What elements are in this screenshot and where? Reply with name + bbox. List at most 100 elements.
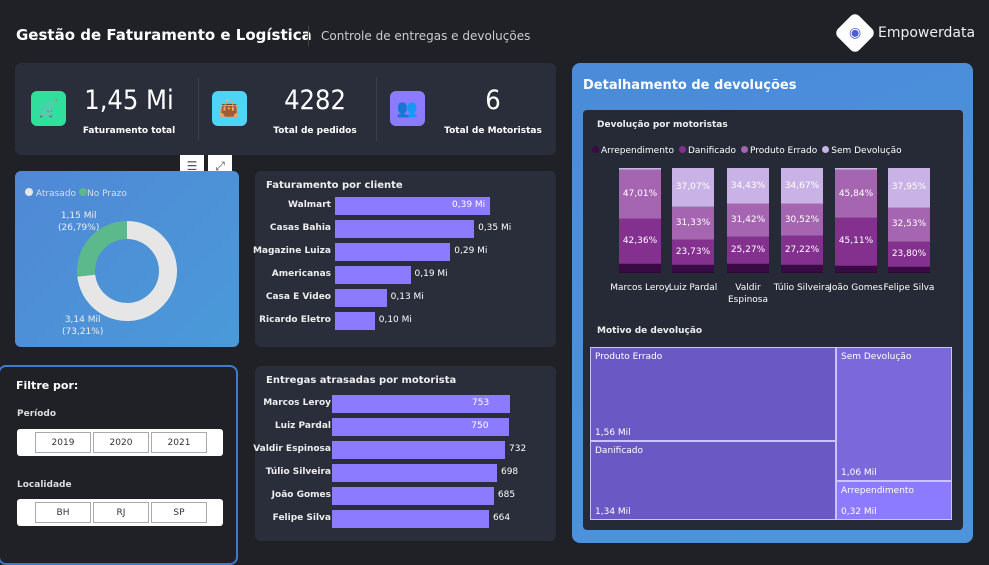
bar-segment[interactable]: 23,73% xyxy=(672,239,714,265)
bar-segment[interactable]: 27,22% xyxy=(781,236,823,265)
donut-label-no-prazo: 1,15 Mil (26,79%) xyxy=(58,211,100,233)
legend-item[interactable]: Arrependimento xyxy=(592,146,674,156)
bar-row[interactable]: Valdir Espinosa 732 xyxy=(253,441,556,459)
stacked-column[interactable]: 45,84% 45,11% xyxy=(835,168,877,273)
bar[interactable] xyxy=(335,312,375,330)
bar-segment[interactable]: 34,43% xyxy=(727,168,769,205)
treemap-tile[interactable]: Danificado 1,34 Mil xyxy=(590,441,836,520)
bar-segment[interactable] xyxy=(727,263,769,273)
legend-item[interactable]: Danificado xyxy=(678,146,736,156)
donut-slice-no-prazo[interactable] xyxy=(77,221,127,277)
bar[interactable] xyxy=(335,197,490,215)
bar-segment[interactable]: 45,84% xyxy=(835,170,877,219)
data-label: 753 xyxy=(472,398,490,408)
revenue-by-client-chart: Faturamento por cliente Walmart 0,39 Mi Ca… xyxy=(252,171,556,347)
tile-value: 1,06 Mil xyxy=(841,468,877,478)
donut-label-atrasado: 3,14 Mil (73,21%) xyxy=(62,315,104,337)
bar-row[interactable]: João Gomes 685 xyxy=(255,487,556,505)
bar[interactable] xyxy=(335,243,451,261)
bar-segment[interactable]: 30,52% xyxy=(781,204,823,237)
bar-segment[interactable]: 37,95% xyxy=(888,168,930,208)
data-label: 732 xyxy=(509,444,527,454)
bar-segment[interactable] xyxy=(835,265,877,273)
bar-segment[interactable] xyxy=(619,168,661,171)
bar-row[interactable]: Luiz Pardal 750 xyxy=(255,418,556,436)
data-label: 750 xyxy=(471,421,489,431)
kpi-label: Total de Motoristas xyxy=(444,126,542,136)
data-label: 664 xyxy=(492,513,511,523)
bar[interactable] xyxy=(332,395,510,413)
chart-title: Motivo de devolução xyxy=(597,326,703,336)
legend-item[interactable]: Sem Devolução xyxy=(822,146,902,156)
bar-segment[interactable]: 32,53% xyxy=(888,207,930,242)
bar[interactable] xyxy=(332,464,497,482)
category-label: Americanas xyxy=(271,269,331,279)
bar[interactable] xyxy=(332,510,489,528)
stacked-column[interactable]: 34,67% 30,52% 27,22% xyxy=(781,168,823,273)
treemap-tile[interactable]: Arrependimento 0,32 Mil xyxy=(836,481,952,520)
data-label: 685 xyxy=(497,490,516,500)
tile-value: 1,34 Mil xyxy=(595,507,631,517)
category-label: Marcos Leroy xyxy=(263,398,331,408)
bar-row[interactable]: Walmart 0,39 Mi xyxy=(255,197,556,215)
location-rj-button[interactable]: RJ xyxy=(93,502,149,523)
location-bh-button[interactable]: BH xyxy=(35,502,91,523)
bar-segment[interactable]: 37,07% xyxy=(672,168,714,207)
bar-row[interactable]: Felipe Silva 664 xyxy=(255,510,556,528)
period-2020-button[interactable]: 2020 xyxy=(93,432,149,453)
bar-segment[interactable]: 45,11% xyxy=(835,218,877,266)
bar-row[interactable]: Americanas 0,19 Mi xyxy=(255,266,556,284)
period-2019-button[interactable]: 2019 xyxy=(35,432,91,453)
bar-segment[interactable] xyxy=(619,263,661,273)
location-sp-button[interactable]: SP xyxy=(151,502,207,523)
category-label: Casa E Video xyxy=(265,292,331,302)
returns-inner-panel: Devolução por motoristas Arrependimento D… xyxy=(583,110,963,530)
data-label: 0,10 Mi xyxy=(378,315,412,325)
stacked-column[interactable]: 47,01% 42,36% xyxy=(619,168,661,273)
bar-row[interactable]: Túlio Silveira 698 xyxy=(255,464,556,482)
donut-slice-atrasado[interactable] xyxy=(77,221,178,321)
bar-row[interactable]: Magazine Luiza 0,29 Mi xyxy=(252,243,556,261)
category-label: Túlio Silveira xyxy=(265,467,331,477)
bar-row[interactable]: Casa E Video 0,13 Mi xyxy=(255,289,556,307)
bar-segment[interactable] xyxy=(835,168,877,171)
category-label: João Gomes xyxy=(829,283,883,293)
stacked-column[interactable]: 34,43% 31,42% 25,27% xyxy=(727,168,769,273)
category-label: Magazine Luiza xyxy=(252,246,331,256)
kpi-label: Faturamento total xyxy=(82,126,176,136)
period-2021-button[interactable]: 2021 xyxy=(151,432,207,453)
tile-value: 0,32 Mil xyxy=(841,507,877,517)
bar[interactable] xyxy=(332,441,506,459)
stacked-column[interactable]: 37,07% 31,33% 23,73% xyxy=(672,168,714,273)
bar-row[interactable]: Casas Bahia 0,35 Mi xyxy=(255,220,556,238)
bar-segment[interactable]: 31,33% xyxy=(672,206,714,240)
bar[interactable] xyxy=(335,266,411,284)
bar-segment[interactable]: 34,67% xyxy=(781,168,823,205)
late-deliveries-chart: Entregas atrasadas por motorista Marcos … xyxy=(253,366,556,541)
category-label: Ricardo Eletro xyxy=(259,315,331,325)
bar-segment[interactable] xyxy=(672,264,714,273)
bar[interactable] xyxy=(335,289,387,307)
kpi-drivers: 👥 6 Total de Motoristas xyxy=(376,63,556,155)
bar-row[interactable]: Marcos Leroy 753 xyxy=(255,395,556,413)
kpi-panel: 🛒 1,45 Mi Faturamento total 👜 4282 Total… xyxy=(15,63,556,155)
stacked-column[interactable]: 37,95% 32,53% 23,80% xyxy=(888,168,930,273)
bar-row[interactable]: Ricardo Eletro 0,10 Mi xyxy=(255,312,556,330)
treemap-tile[interactable]: Produto Errado 1,56 Mil xyxy=(590,347,836,441)
bar-segment[interactable]: 47,01% xyxy=(619,170,661,220)
bar[interactable] xyxy=(332,418,510,436)
returns-detail-panel: Detalhamento de devoluções Devolução por… xyxy=(572,63,973,543)
legend-item[interactable]: Produto Errado xyxy=(740,146,817,156)
bar-segment[interactable] xyxy=(781,265,823,273)
bar[interactable] xyxy=(335,220,475,238)
category-label: Casas Bahia xyxy=(269,223,331,233)
page-subtitle: Controle de entregas e devoluções xyxy=(321,29,531,43)
kpi-revenue: 🛒 1,45 Mi Faturamento total xyxy=(15,63,195,155)
bar-segment[interactable]: 31,42% xyxy=(727,204,769,238)
bar[interactable] xyxy=(332,487,494,505)
treemap-tile[interactable]: Sem Devolução 1,06 Mil xyxy=(836,347,952,481)
bar-segment[interactable]: 42,36% xyxy=(619,219,661,264)
bar-segment[interactable]: 23,80% xyxy=(888,242,930,267)
bar-segment[interactable]: 25,27% xyxy=(727,237,769,264)
bar-segment[interactable] xyxy=(888,266,930,273)
